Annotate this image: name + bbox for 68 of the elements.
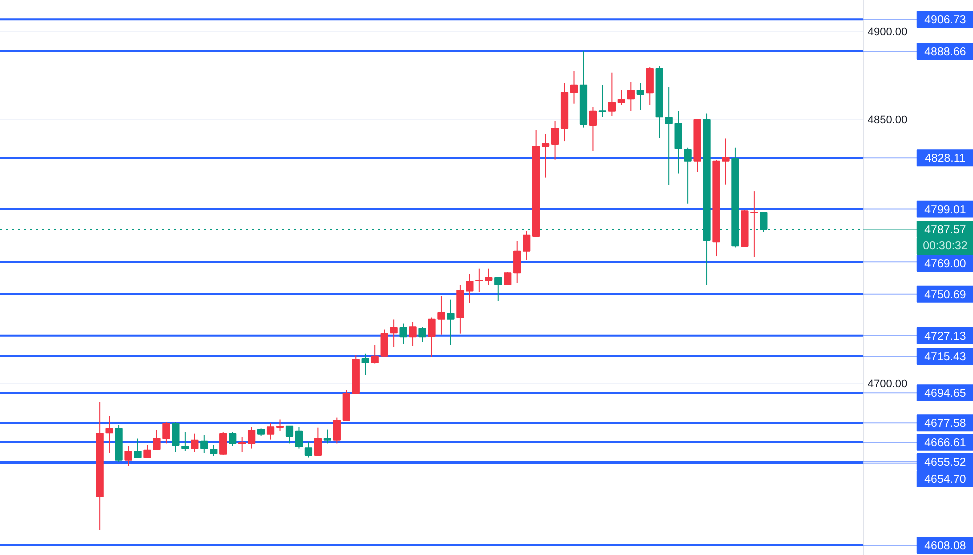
ref-line-label: 4750.69 [924,289,966,302]
y-tick-label: 4850.00 [868,114,908,127]
candlestick [134,438,142,458]
candlestick [409,322,417,347]
ref-line-label: 4677.58 [924,418,966,430]
candlestick [276,419,284,432]
candlestick [485,268,493,286]
candlestick [608,72,616,117]
ref-line-label: 4787.57 [924,224,966,236]
candlestick [636,82,644,111]
candlestick [144,444,152,458]
candlestick [248,426,256,450]
candlestick [286,426,294,444]
candlestick [476,268,484,293]
candlestick [504,272,512,286]
candlestick [333,417,341,444]
candlestick [191,433,199,453]
candlestick [684,147,692,204]
candlestick [266,422,275,440]
candlestick [210,444,218,457]
candlestick [324,429,332,444]
ref-line-label: 4727.13 [924,330,966,343]
candlestick [238,436,246,453]
ref-line-label: 4666.61 [924,437,966,450]
candlestick [551,120,560,160]
candlestick [200,434,208,454]
candlestick [380,329,388,358]
candlestick [523,231,531,261]
candlestick [447,299,455,346]
text: 00:30:32 [923,240,968,252]
ref-line-label: 4694.65 [924,388,966,400]
candlestick [514,240,522,284]
ref-line-label: 4828.11 [925,153,966,166]
candlestick [106,416,114,454]
candlestick [418,326,426,343]
ref-line-label: 4906.73 [924,14,966,27]
candlestick [172,422,180,453]
candlestick [598,84,607,118]
candlestick [494,276,502,302]
candlestick [304,442,313,458]
ref-line-label: 4608.08 [924,540,966,552]
candlestick [627,82,635,112]
ref-line-label: 4654.70 [924,474,966,486]
ref-line-label: 4799.01 [924,204,966,216]
candlestick [428,317,436,358]
candlestick [182,432,190,452]
candlestick [220,432,228,456]
ref-line-label: 4888.66 [924,46,966,58]
y-tick-label: 4700.00 [868,378,908,391]
candlestick [295,426,304,450]
candlestick [390,319,398,348]
candlestick [722,138,730,186]
candlestick [124,446,132,467]
candlestick [362,353,370,376]
ref-line-label: 4715.43 [924,351,966,364]
candlestick [229,432,237,448]
candlestick [371,344,379,364]
candlestick [570,70,578,104]
candlestick [314,427,322,457]
ref-line-label: 4769.00 [924,258,966,270]
y-tick-label: 4900.00 [868,26,908,38]
candlestick [542,134,550,178]
candlestick [618,90,626,106]
candlestick [589,106,598,152]
candlestick [438,296,446,336]
candlestick [665,86,673,186]
candlestick [400,323,408,345]
ref-line-label: 4655.52 [924,456,966,469]
